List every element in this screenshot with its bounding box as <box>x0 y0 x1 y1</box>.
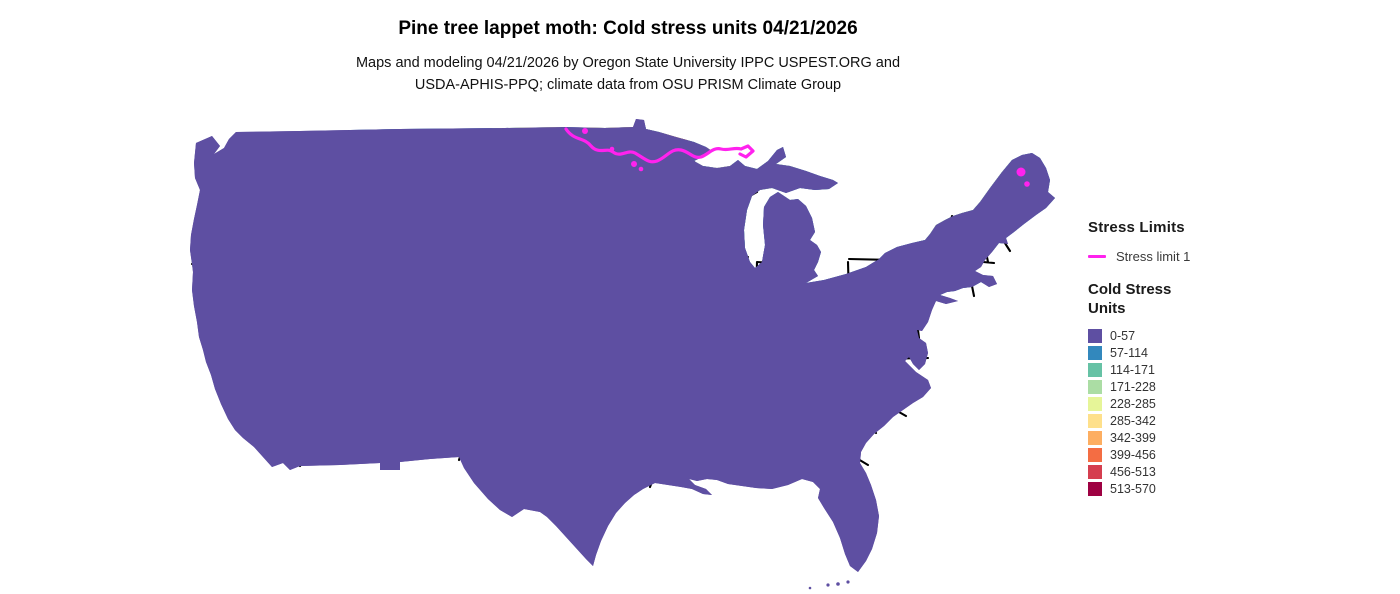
legend-class-row: 399-456 <box>1088 446 1388 463</box>
legend-class-label: 399-456 <box>1110 447 1156 462</box>
us-outline-stroke <box>188 117 1057 574</box>
legend-swatch <box>1088 328 1102 343</box>
legend-class-label: 114-171 <box>1110 362 1155 377</box>
subtitle-line-1: Maps and modeling 04/21/2026 by Oregon S… <box>355 55 901 71</box>
legend-class-row: 171-228 <box>1088 378 1388 395</box>
band-pale-adirondacks <box>912 212 938 228</box>
legend: Stress Limits Stress limit 1 Cold Stress… <box>1088 219 1388 497</box>
legend-class-row: 285-342 <box>1088 412 1388 429</box>
stress-limit-line-key <box>1088 255 1106 258</box>
legend-class-row: 513-570 <box>1088 480 1388 497</box>
legend-class-row: 0-57 <box>1088 327 1388 344</box>
legend-swatch <box>1088 481 1102 496</box>
legend-class-row: 342-399 <box>1088 429 1388 446</box>
legend-swatch <box>1088 345 1102 360</box>
legend-class-label: 0-57 <box>1110 328 1136 343</box>
legend-class-label: 171-228 <box>1110 379 1156 394</box>
cold-stress-heading-line1: Cold Stress <box>1088 281 1172 298</box>
legend-swatch <box>1088 413 1102 428</box>
legend-class-label: 513-570 <box>1110 481 1156 496</box>
stress-limit-line <box>564 127 1030 187</box>
legend-class-row: 228-285 <box>1088 395 1388 412</box>
cold-stress-heading: Cold Stress Units <box>1088 280 1388 318</box>
cold-stress-heading-line2: Units <box>1088 300 1126 317</box>
page-title: Pine tree lappet moth: Cold stress units… <box>398 18 858 39</box>
legend-swatch <box>1088 430 1102 445</box>
legend-class-label: 342-399 <box>1110 430 1156 445</box>
legend-swatch <box>1088 396 1102 411</box>
legend-class-label: 228-285 <box>1110 396 1156 411</box>
legend-swatch <box>1088 447 1102 462</box>
legend-swatch <box>1088 362 1102 377</box>
florida-keys <box>808 580 850 590</box>
map-header: Pine tree lappet moth: Cold stress units… <box>0 18 1256 96</box>
page-subtitle: Maps and modeling 04/21/2026 by Oregon S… <box>0 52 1256 96</box>
legend-class-row: 57-114 <box>1088 344 1388 361</box>
legend-swatch <box>1088 379 1102 394</box>
stress-limit-label: Stress limit 1 <box>1116 249 1191 264</box>
legend-class-list: 0-57 57-114 114-171 171-228 228-285 285-342 34… <box>1088 327 1388 497</box>
legend-class-row: 114-171 <box>1088 361 1388 378</box>
legend-class-label: 285-342 <box>1110 413 1156 428</box>
stress-limits-heading: Stress Limits <box>1088 219 1185 236</box>
stress-limit-item: Stress limit 1 <box>1088 249 1388 264</box>
legend-class-label: 456-513 <box>1110 464 1156 479</box>
legend-class-label: 57-114 <box>1110 345 1148 360</box>
subtitle-line-2: USDA-APHIS-PPQ; climate data from OSU PR… <box>414 77 842 93</box>
legend-class-row: 456-513 <box>1088 463 1388 480</box>
legend-swatch <box>1088 464 1102 479</box>
